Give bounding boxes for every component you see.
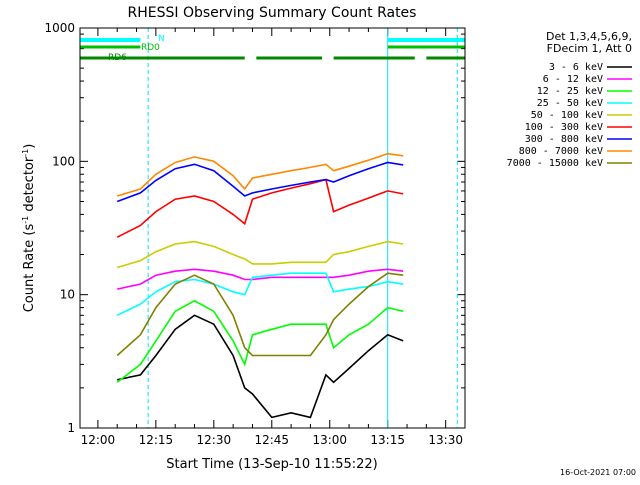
y-tick-label: 1000 <box>44 21 75 35</box>
legend: Det 1,3,4,5,6,9, FDecim 1, Att 0 3 - 6 k… <box>507 30 632 169</box>
series-line-0 <box>117 314 404 419</box>
legend-label: 3 - 6 keV <box>549 62 603 73</box>
x-tick-label: 12:30 <box>197 433 232 447</box>
legend-label: 800 - 7000 keV <box>519 146 603 157</box>
series-line-8 <box>116 272 404 357</box>
flag-label-rd6: RD6 <box>108 53 127 63</box>
x-tick-label: 12:45 <box>254 433 289 447</box>
legend-header-line-1: Det 1,3,4,5,6,9, <box>546 30 632 43</box>
series-line-2 <box>116 299 404 383</box>
plot-area <box>80 28 465 428</box>
series-line-7 <box>116 152 404 197</box>
x-tick-label: 12:15 <box>139 433 174 447</box>
legend-label: 12 - 25 keV <box>537 86 603 97</box>
y-axis-label: Count Rate (s-1 detector-1) <box>21 144 37 313</box>
legend-label: 50 - 100 keV <box>531 110 603 121</box>
legend-header-line-2: FDecim 1, Att 0 <box>547 42 632 55</box>
legend-label: 6 - 12 keV <box>543 74 603 85</box>
series-line-4 <box>116 240 404 269</box>
series-line-5 <box>116 178 404 238</box>
legend-label: 25 - 50 keV <box>537 98 603 109</box>
x-tick-label: 13:15 <box>370 433 405 447</box>
x-tick-label: 12:00 <box>81 433 116 447</box>
y-tick-label: 10 <box>60 288 75 302</box>
legend-label: 300 - 800 keV <box>525 134 603 145</box>
y-tick-label: 1 <box>67 421 75 435</box>
series-line-3 <box>116 272 404 317</box>
series-line-6 <box>116 161 404 203</box>
footer-timestamp: 16-Oct-2021 07:00 <box>560 468 636 477</box>
y-tick-label: 100 <box>52 154 75 168</box>
flag-label-rd0: RD0 <box>141 43 160 53</box>
legend-label: 7000 - 15000 keV <box>507 158 603 169</box>
flag-label-n: N <box>158 34 165 44</box>
x-tick-label: 13:30 <box>428 433 463 447</box>
legend-label: 100 - 300 keV <box>525 122 603 133</box>
x-tick-label: 13:00 <box>312 433 347 447</box>
x-axis-label: Start Time (13-Sep-10 11:55:22) <box>166 457 377 472</box>
series-line-1 <box>117 268 404 290</box>
plot-frame <box>79 27 466 429</box>
chart-title: RHESSI Observing Summary Count Rates <box>128 5 417 21</box>
